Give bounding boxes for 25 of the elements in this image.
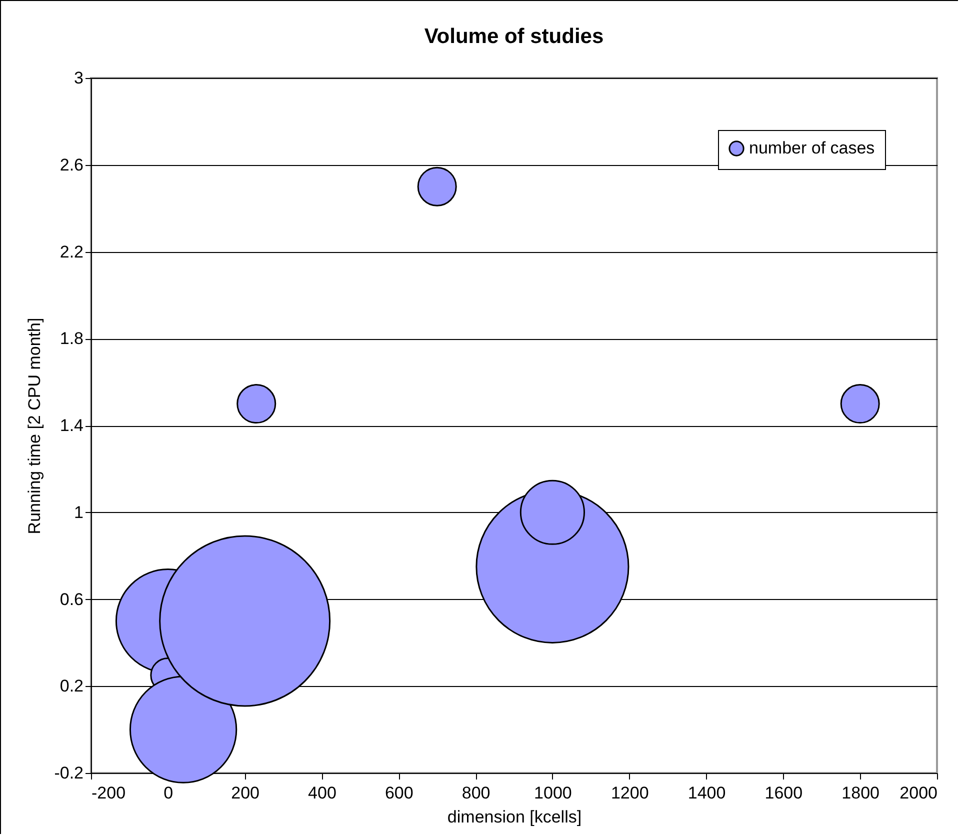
x-tick-label: 200 xyxy=(231,784,260,802)
x-tick-label: 0 xyxy=(164,784,174,802)
x-tick-label: 1600 xyxy=(764,784,803,802)
y-tick-label: 3 xyxy=(74,68,84,88)
y-axis-title: Running time [2 CPU month] xyxy=(25,318,44,534)
x-tick-label: 1400 xyxy=(688,784,726,802)
y-tick-label: 0.2 xyxy=(60,676,84,696)
y-tick-label: 1.4 xyxy=(60,416,84,435)
y-tick-label: -0.2 xyxy=(54,764,84,782)
x-tick-label: 1000 xyxy=(534,784,572,802)
y-tick-label: 2.2 xyxy=(60,242,84,262)
y-tick-label: 1 xyxy=(74,502,84,522)
x-tick-label: 800 xyxy=(462,784,490,802)
x-tick-label: -200 xyxy=(92,784,126,802)
x-tick-label: 1800 xyxy=(842,784,880,802)
x-tick-label: 2000 xyxy=(900,784,938,802)
y-tick-label: 2.6 xyxy=(60,155,84,174)
y-tick-label: 1.8 xyxy=(60,329,84,348)
x-tick-label: 1200 xyxy=(610,784,649,802)
y-tick-label: 0.6 xyxy=(60,590,84,609)
legend-label: number of cases xyxy=(749,138,875,158)
x-axis-title: dimension [kcells] xyxy=(447,808,582,826)
chart-title: Volume of studies xyxy=(424,25,604,48)
x-tick-label: 600 xyxy=(384,784,414,802)
x-tick-label: 400 xyxy=(308,784,336,802)
